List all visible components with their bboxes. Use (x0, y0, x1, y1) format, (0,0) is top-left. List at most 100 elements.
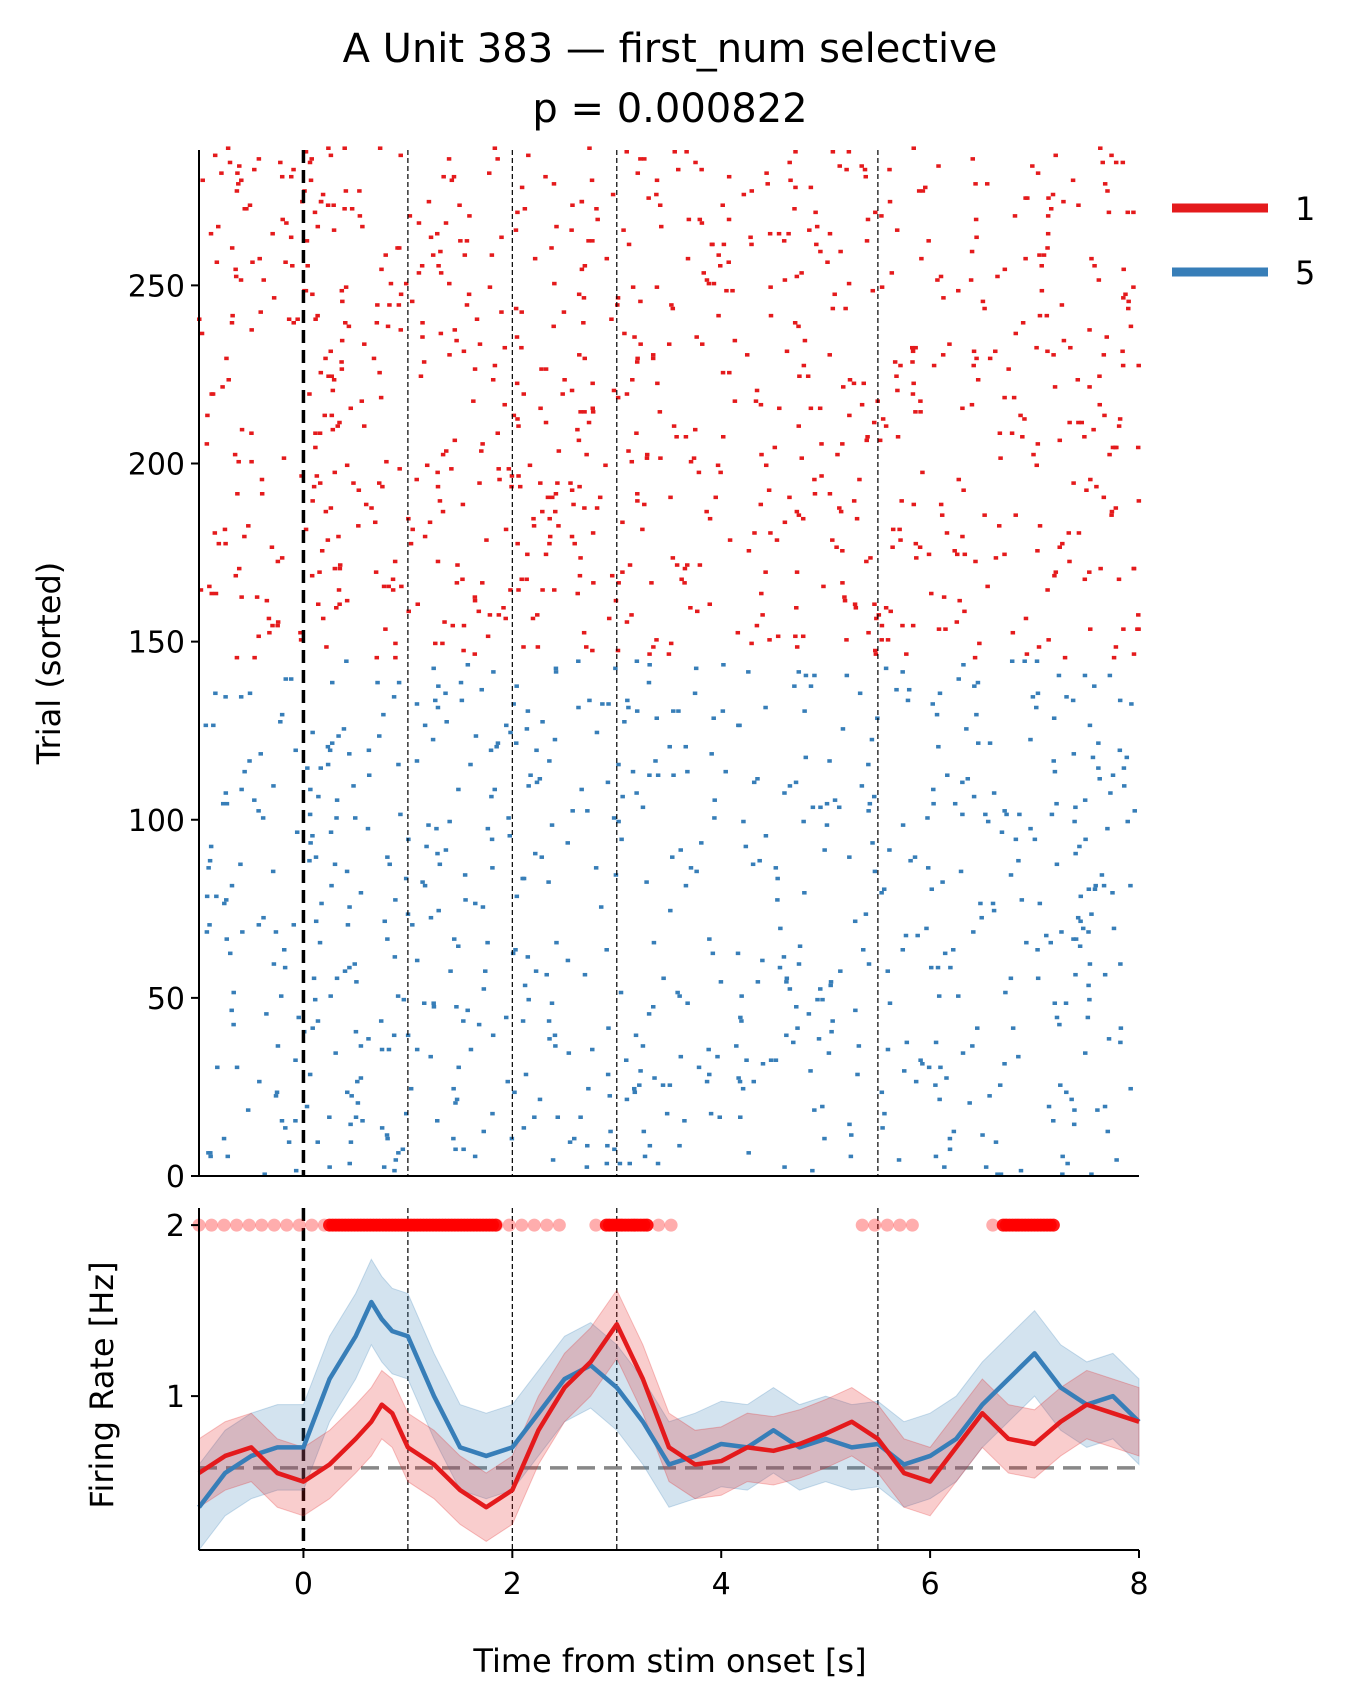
raster-spike-5 (828, 983, 833, 988)
raster-spike-5 (305, 766, 310, 770)
raster-spike-1 (626, 449, 631, 453)
raster-spike-1 (1046, 196, 1051, 200)
raster-spike-5 (760, 958, 765, 963)
raster-spike-5 (461, 1019, 466, 1023)
raster-spike-1 (954, 552, 960, 557)
raster-spike-1 (522, 207, 528, 211)
raster-spike-1 (859, 164, 864, 168)
raster-spike-5 (224, 898, 229, 902)
raster-spike-1 (237, 164, 242, 168)
raster-spike-1 (503, 616, 508, 621)
raster-spike-5 (240, 930, 245, 934)
raster-spike-1 (514, 381, 520, 386)
raster-spike-5 (708, 1111, 714, 1116)
raster-spike-5 (1110, 891, 1115, 895)
raster-spike-5 (242, 769, 247, 774)
raster-spike-1 (1091, 427, 1096, 432)
raster-spike-1 (435, 559, 441, 564)
raster-spike-5 (204, 894, 210, 899)
raster-spike-5 (947, 1136, 953, 1141)
raster-spike-1 (442, 620, 447, 624)
raster-spike-5 (348, 1140, 354, 1144)
raster-spike-1 (819, 474, 824, 478)
raster-spike-5 (262, 1172, 267, 1176)
raster-spike-1 (969, 249, 975, 254)
raster-spike-1 (606, 616, 612, 621)
raster-spike-5 (354, 980, 359, 984)
raster-spike-1 (985, 584, 990, 589)
raster-spike-1 (291, 167, 296, 172)
raster-spike-5 (879, 1090, 885, 1095)
raster-spike-5 (801, 819, 806, 824)
raster-spike-1 (472, 595, 478, 599)
raster-spike-5 (598, 905, 604, 909)
raster-spike-1 (235, 171, 240, 175)
raster-spike-5 (328, 830, 334, 834)
raster-spike-5 (414, 702, 420, 706)
raster-spike-5 (1048, 940, 1053, 945)
raster-spike-1 (1112, 445, 1118, 450)
raster-spike-5 (528, 773, 533, 777)
raster-spike-1 (569, 388, 575, 393)
raster-spike-1 (697, 217, 703, 222)
raster-spike-5 (507, 834, 513, 838)
raster-spike-5 (504, 723, 509, 728)
raster-spike-5 (347, 965, 352, 970)
raster-spike-5 (428, 1054, 433, 1059)
raster-spike-1 (887, 167, 892, 172)
raster-spike-1 (624, 392, 630, 396)
raster-spike-5 (490, 866, 495, 870)
raster-spike-1 (960, 534, 965, 539)
raster-spike-5 (757, 858, 762, 863)
raster-spike-1 (587, 146, 592, 150)
raster-spike-5 (990, 901, 996, 906)
raster-spike-1 (577, 573, 583, 578)
raster-spike-5 (655, 1161, 661, 1166)
raster-spike-5 (797, 944, 803, 948)
raster-spike-5 (642, 1154, 648, 1159)
raster-spike-1 (753, 399, 759, 403)
raster-spike-1 (668, 641, 674, 646)
raster-spike-1 (407, 214, 413, 218)
raster-spike-1 (275, 620, 281, 624)
raster-spike-5 (549, 1001, 555, 1005)
raster-spike-1 (298, 630, 303, 635)
raster-spike-1 (1113, 506, 1119, 510)
raster-spike-5 (870, 841, 875, 845)
raster-spike-5 (317, 940, 323, 945)
raster-spike-5 (1016, 858, 1021, 863)
raster-spike-1 (624, 150, 629, 154)
raster-spike-5 (993, 1140, 999, 1144)
raster-spike-1 (472, 367, 478, 371)
raster-spike-1 (315, 602, 321, 606)
raster-spike-5 (1022, 659, 1027, 663)
raster-spike-1 (198, 588, 204, 592)
raster-spike-5 (647, 1143, 653, 1148)
raster-spike-5 (840, 727, 846, 731)
raster-spike-1 (970, 157, 976, 161)
raster-spike-5 (741, 819, 746, 824)
raster-spike-1 (1076, 420, 1081, 425)
raster-spike-1 (556, 524, 561, 528)
raster-spike-5 (586, 1086, 591, 1091)
raster-spike-1 (971, 349, 977, 354)
raster-spike-1 (1018, 413, 1023, 418)
raster-spike-1 (315, 224, 321, 229)
raster-spike-1 (1097, 402, 1102, 407)
raster-spike-1 (888, 609, 893, 614)
raster-spike-5 (625, 698, 630, 703)
raster-spike-1 (880, 417, 886, 421)
raster-spike-1 (746, 549, 752, 553)
raster-spike-1 (551, 182, 557, 186)
raster-spike-1 (334, 606, 339, 610)
raster-spike-5 (533, 969, 539, 973)
raster-spike-1 (387, 303, 392, 307)
raster-spike-1 (768, 531, 773, 535)
raster-spike-1 (644, 452, 650, 457)
raster-spike-1 (973, 559, 978, 564)
raster-spike-5 (1101, 883, 1107, 888)
raster-spike-1 (683, 435, 689, 439)
raster-spike-5 (392, 1168, 397, 1173)
raster-spike-1 (871, 420, 877, 425)
raster-spike-5 (937, 691, 943, 696)
